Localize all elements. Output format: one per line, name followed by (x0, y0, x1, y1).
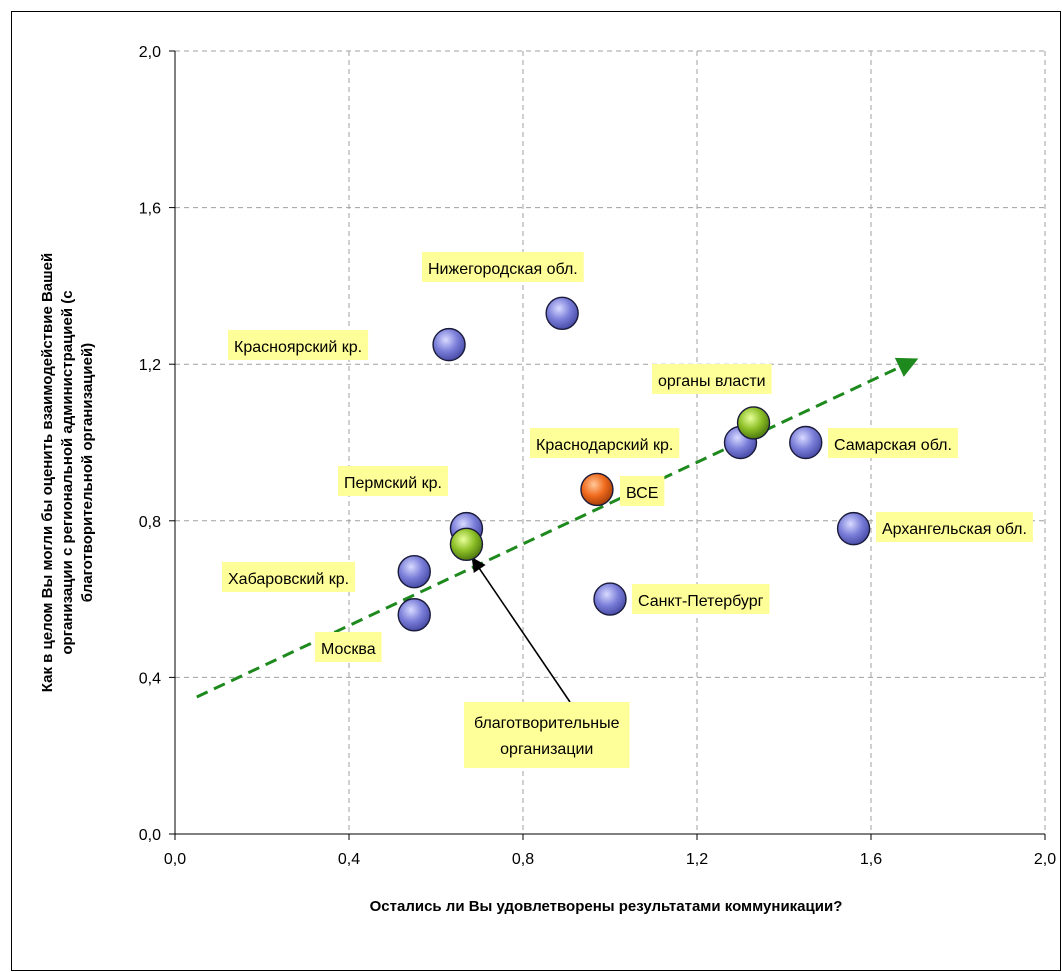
scatter-chart: 0,0 0,4 0,8 1,2 1,6 2,0 0,0 0,4 0,8 1,2 1,6 2,0 Ниж… (39, 44, 1056, 915)
point-label-text: Пермский кр. (344, 475, 442, 492)
data-point (397, 554, 431, 589)
x-tick-label: 0,4 (338, 851, 360, 868)
point-label-text: организации (500, 741, 593, 758)
point-label-text: Санкт-Петербург (638, 593, 764, 610)
x-axis-title: Остались ли Вы удовлетворены результатам… (370, 898, 843, 915)
axes (169, 50, 1046, 840)
point-label: Санкт-Петербург (632, 584, 770, 614)
label-background (652, 364, 772, 394)
trend-line (196, 357, 919, 699)
y-axis-title-line: благотворительной организацией) (79, 343, 96, 602)
data-point (432, 327, 466, 362)
x-tick-label: 0,0 (164, 851, 186, 868)
x-tick-label: 1,6 (860, 851, 882, 868)
point-label-text: Красноярский кр. (234, 339, 362, 356)
point-label-text: Самарская обл. (834, 437, 952, 454)
y-tick-label: 0,0 (139, 827, 161, 844)
point-label: Краснодарский кр. (530, 428, 680, 458)
point-label-text: благотворительные (474, 715, 620, 732)
label-background (315, 632, 382, 662)
label-background (228, 330, 369, 360)
point-label: ВСЕ (620, 476, 665, 506)
point-labels: Нижегородская обл. Красноярский кр. Красно… (222, 252, 1033, 768)
data-point (736, 406, 771, 440)
point-label: Архангельская обл. (876, 512, 1033, 542)
point-label: Москва (315, 632, 382, 662)
label-background (876, 512, 1033, 542)
point-label-text: Нижегородская обл. (428, 261, 578, 278)
x-tick-label: 2,0 (1034, 851, 1056, 868)
point-label-text: Хабаровский кр. (228, 571, 349, 588)
data-point (836, 511, 871, 546)
point-label: Самарская обл. (828, 428, 958, 458)
data-point (593, 582, 627, 616)
data-point (397, 598, 431, 632)
point-label: Хабаровский кр. (222, 562, 356, 592)
label-background (338, 466, 448, 496)
point-label: Пермский кр. (338, 466, 448, 496)
annotation-arrow (471, 557, 571, 703)
y-tick-label: 0,8 (139, 514, 161, 531)
data-point (545, 296, 579, 331)
label-background (422, 252, 584, 282)
label-background (222, 562, 356, 592)
y-axis-title: Как в целом Вы могли бы оценить взаимоде… (39, 253, 96, 692)
point-label-text: Москва (321, 641, 376, 658)
point-label-text: органы власти (658, 373, 766, 390)
label-background (632, 584, 770, 614)
label-background (828, 428, 958, 458)
y-tick-label: 0,4 (139, 670, 161, 687)
data-points (397, 296, 871, 632)
trend-line-group (196, 357, 919, 699)
y-axis-title-line: организации с региональной администрацие… (59, 290, 76, 654)
chart-frame: 0,0 0,4 0,8 1,2 1,6 2,0 0,0 0,4 0,8 1,2 1,6 2,0 Ниж… (11, 11, 1061, 971)
point-label-text: Краснодарский кр. (536, 437, 673, 454)
y-axis-title-line: Как в целом Вы могли бы оценить взаимоде… (39, 253, 56, 692)
label-background (530, 428, 680, 458)
y-tick-label: 1,6 (139, 201, 161, 218)
annotation-group (471, 557, 571, 703)
label-background (620, 476, 665, 506)
data-point (580, 472, 614, 507)
tick-labels: 0,0 0,4 0,8 1,2 1,6 2,0 0,0 0,4 0,8 1,2 1,6 2,0 (139, 44, 1056, 868)
x-tick-label: 0,8 (512, 851, 534, 868)
data-point (449, 527, 484, 561)
point-label: органы власти (652, 364, 772, 394)
point-label: Нижегородская обл. (422, 252, 584, 282)
data-point (789, 425, 823, 460)
point-label-text: ВСЕ (626, 485, 658, 502)
y-tick-label: 2,0 (139, 44, 161, 61)
y-tick-label: 1,2 (139, 357, 161, 374)
point-label: благотворительные организации (464, 702, 630, 768)
label-background (464, 702, 630, 768)
x-tick-label: 1,2 (686, 851, 708, 868)
point-label-text: Архангельская обл. (882, 521, 1027, 538)
point-label: Красноярский кр. (228, 330, 369, 360)
